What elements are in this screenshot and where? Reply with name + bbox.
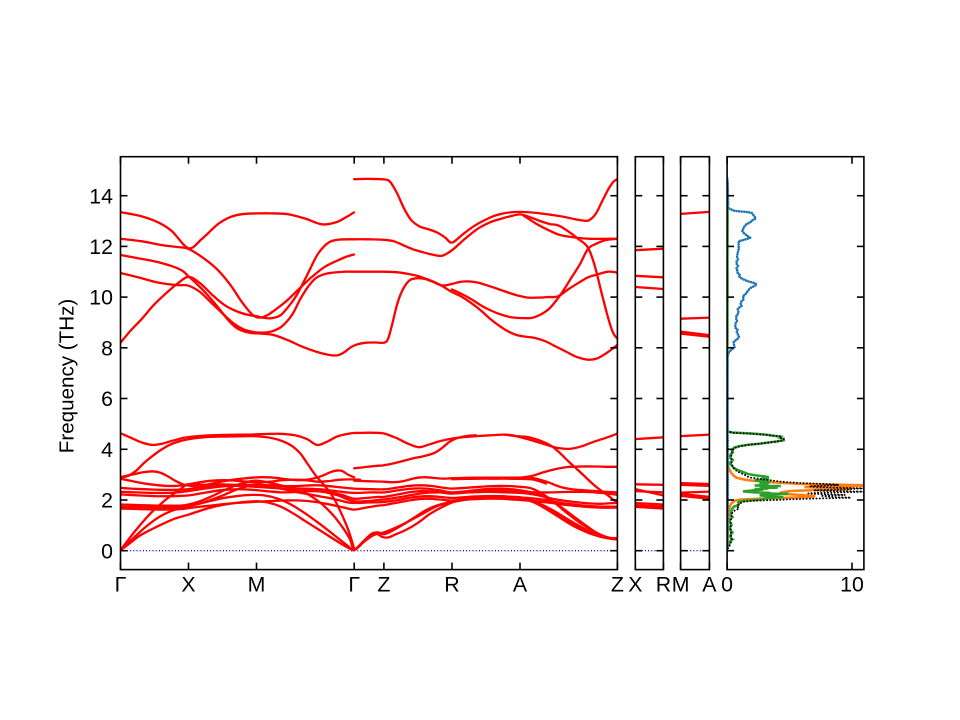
svg-text:2: 2 [101,489,113,513]
svg-text:14: 14 [89,184,113,208]
svg-text:10: 10 [89,286,113,310]
svg-text:R: R [444,573,459,597]
svg-text:6: 6 [101,387,113,411]
svg-text:Γ: Γ [348,573,360,597]
svg-text:8: 8 [101,336,113,360]
svg-text:12: 12 [89,235,113,259]
svg-text:0: 0 [721,573,733,597]
svg-text:X: X [181,573,195,597]
svg-text:A: A [702,573,717,597]
svg-text:M: M [672,573,690,597]
svg-text:Frequency (THz): Frequency (THz) [56,299,79,453]
svg-text:4: 4 [101,438,113,462]
svg-text:Z: Z [611,573,624,597]
svg-text:R: R [656,573,671,597]
svg-text:Γ: Γ [115,573,127,597]
svg-text:10: 10 [840,573,864,597]
svg-text:X: X [628,573,642,597]
svg-text:M: M [248,573,266,597]
svg-text:0: 0 [101,539,113,563]
svg-text:A: A [513,573,528,597]
svg-text:Z: Z [377,573,390,597]
